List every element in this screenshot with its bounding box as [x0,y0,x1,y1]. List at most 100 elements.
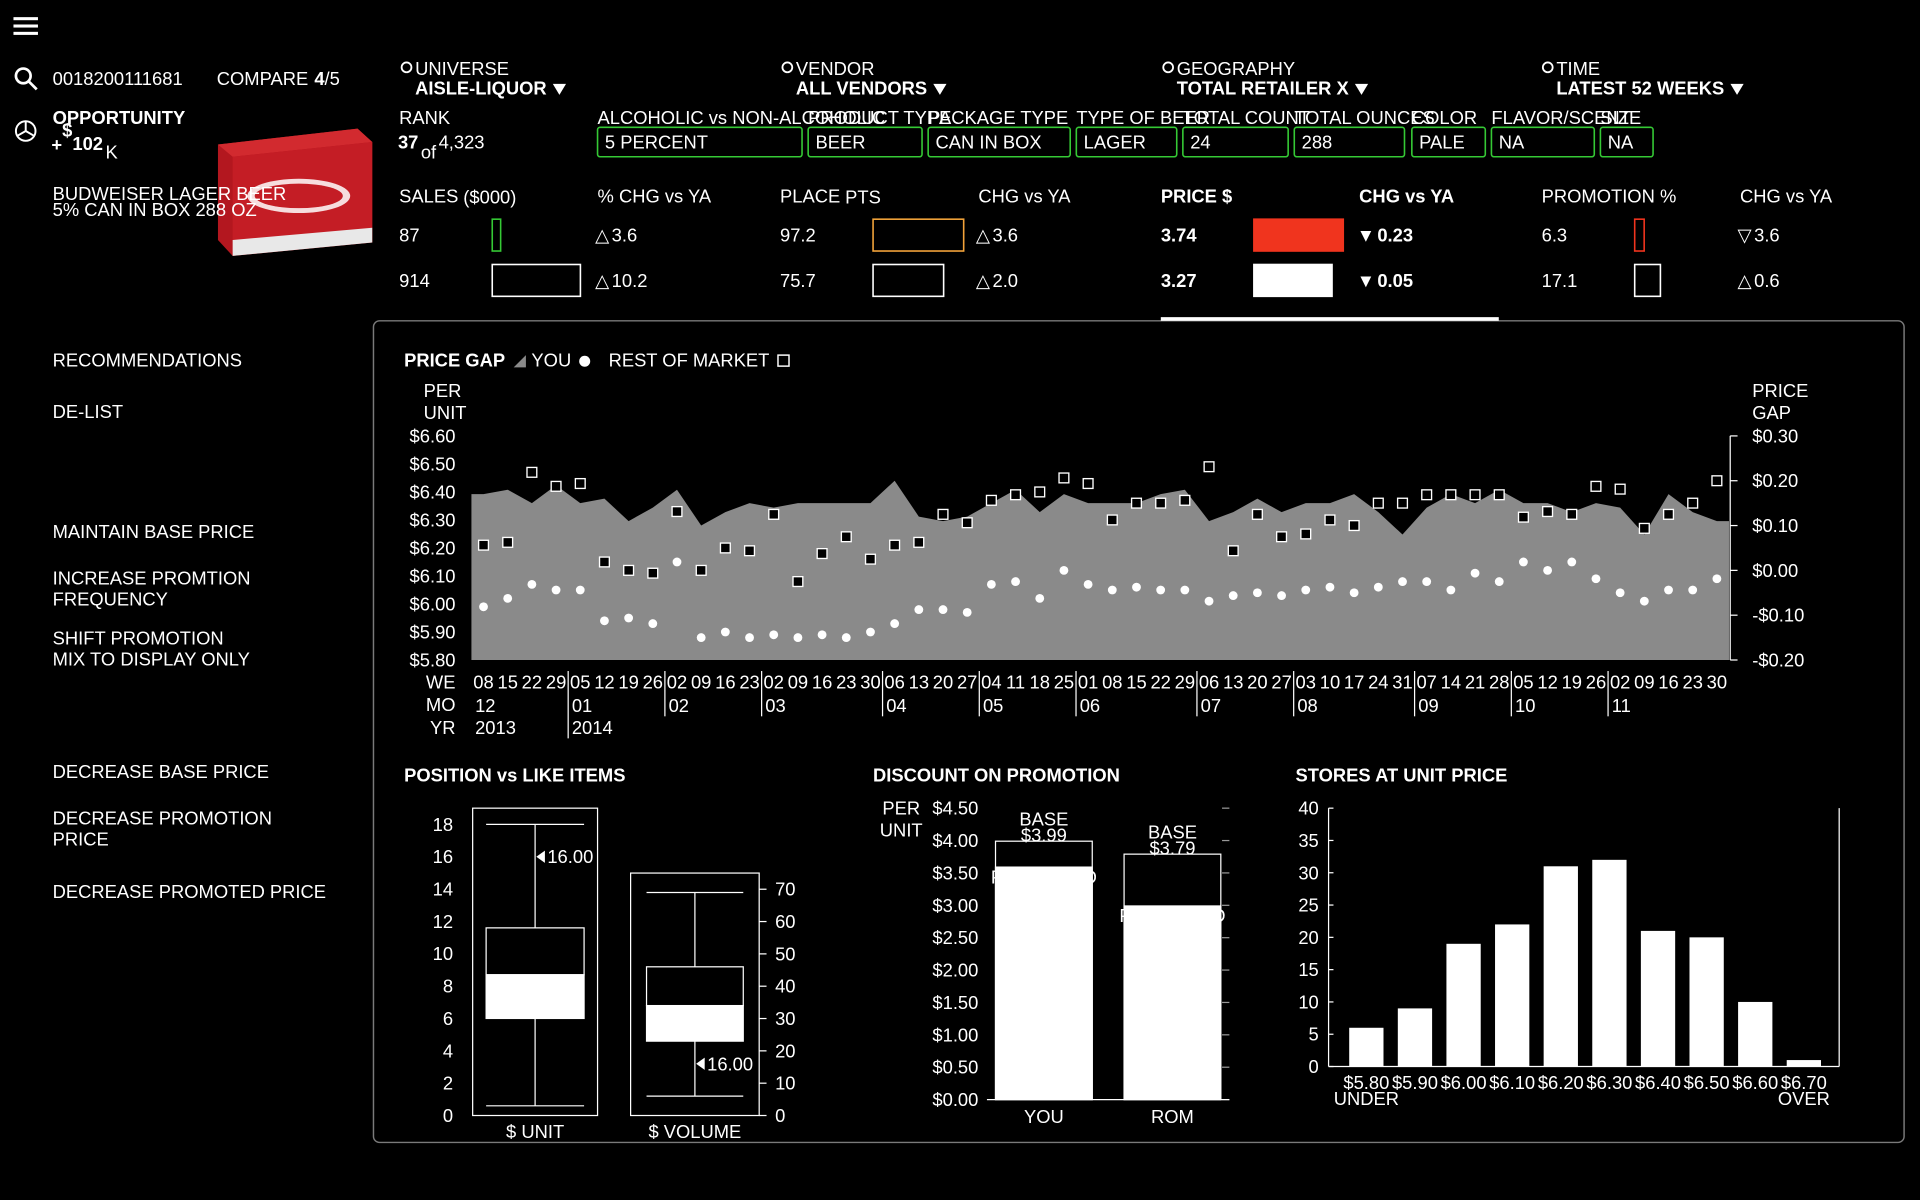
attribute-box[interactable] [1411,126,1487,158]
attribute-value[interactable]: PALE [1419,132,1465,153]
filter-value[interactable]: ALL VENDORS [796,78,927,99]
attribute-box[interactable] [1182,126,1289,158]
marker-label: 16.00 [547,846,593,867]
dropdown-arrow[interactable] [552,83,567,95]
metric-label[interactable]: PROMOTION % [1542,185,1677,206]
recommendation[interactable]: DECREASE PROMOTION [53,807,272,828]
attribute-value[interactable]: 24 [1190,132,1210,153]
recommendation[interactable]: DECREASE BASE PRICE [53,761,269,782]
recommendation[interactable]: DE-LIST [53,401,123,422]
week-label: 20 [933,672,953,693]
you-point [551,585,561,595]
marker-arrow [536,850,545,863]
filter-value[interactable]: TOTAL RETAILER X [1177,78,1350,99]
filter-value[interactable]: LATEST 52 WEEKS [1556,78,1724,99]
filter-label[interactable]: TIME [1556,58,1600,79]
compare-current[interactable]: 4 [314,68,325,89]
market-point [768,508,780,520]
attribute-value[interactable]: NA [1608,132,1634,153]
filter-icon[interactable] [1162,61,1174,74]
metric-label[interactable]: SALES [399,185,458,206]
attribute-box[interactable] [807,126,923,158]
icon-spoke [16,130,27,137]
y-tick-label: $3.50 [932,862,978,883]
attribute-value[interactable]: BEER [816,132,866,153]
y-tick-label: $6.30 [410,509,456,530]
legend-label[interactable]: REST OF MARKET [609,350,770,371]
attribute-value[interactable]: CAN IN BOX [936,132,1042,153]
recommendation[interactable]: MIX TO DISPLAY ONLY [53,648,250,669]
y-tick-label: 12 [433,911,453,932]
y-tick-label: 5 [1309,1024,1319,1045]
week-label: 09 [788,672,808,693]
box-lower [645,1004,744,1042]
menu-icon[interactable] [13,17,38,35]
week-label: 23 [1682,672,1702,693]
filter-icon[interactable] [781,61,794,74]
opportunity-icon[interactable] [14,120,37,142]
filter-icon[interactable] [400,61,413,74]
week-label: 07 [1416,672,1436,693]
legend-label[interactable]: PRICE GAP [404,350,505,371]
compare-total[interactable]: /5 [325,68,340,89]
you-point [793,633,803,643]
product-name: 5% CAN IN BOX 288 OZ [53,199,257,220]
you-point [914,605,924,614]
attribute-value[interactable]: 5 PERCENT [605,132,708,153]
market-point [1034,486,1046,498]
recommendation[interactable]: MAINTAIN BASE PRICE [53,521,255,542]
attribute-value[interactable]: LAGER [1084,132,1146,153]
attribute-box[interactable] [1599,126,1654,158]
dropdown-arrow[interactable] [933,83,947,95]
y-tick-label: $4.00 [932,830,978,851]
attribute-box[interactable] [1293,126,1406,158]
recommendation[interactable]: DECREASE PROMOTED PRICE [53,881,326,902]
attribute-value[interactable]: NA [1499,132,1525,153]
bar [1592,859,1627,1067]
filter-label[interactable]: VENDOR [796,58,875,79]
recommendation[interactable]: FREQUENCY [53,588,168,609]
you-point [1567,557,1577,567]
market-point [1276,531,1288,543]
recommendation[interactable]: SHIFT PROMOTION [53,627,224,648]
market-point [1711,475,1723,487]
week-label: 02 [764,672,784,693]
metric-label[interactable]: PLACE [780,185,840,206]
filter-label[interactable]: GEOGRAPHY [1177,58,1295,79]
filter-label[interactable]: UNIVERSE [415,58,509,79]
you-point [1083,579,1093,589]
box-top [217,128,373,157]
attribute-value[interactable]: 288 [1302,132,1333,153]
market-point [477,539,490,551]
recommendations-title[interactable]: RECOMMENDATIONS [53,350,242,371]
value-label: $2.99 [1149,921,1195,942]
attribute-box[interactable] [1490,126,1596,158]
change-value: 0.6 [1754,270,1780,291]
dropdown-arrow[interactable] [1354,83,1369,95]
market-point [1542,505,1554,518]
attribute-box[interactable] [596,126,803,158]
you-point [1398,577,1407,586]
filter-value[interactable]: AISLE-LIQUOR [415,78,547,99]
compare-label[interactable]: COMPARE [217,68,308,89]
week-label: 30 [860,672,880,693]
legend-swatch [579,355,591,367]
you-point [1180,585,1190,595]
week-label: 19 [618,672,638,693]
y-tick-label: 30 [1298,862,1318,883]
attribute-box[interactable] [927,126,1071,158]
metric-bar [1253,218,1345,252]
recommendation[interactable]: PRICE [53,828,109,849]
filter-icon[interactable] [1541,61,1554,74]
metric-label[interactable]: PRICE $ [1161,185,1232,206]
legend-label[interactable]: YOU [531,350,571,371]
you-point [1132,582,1141,592]
market-point [1590,480,1602,492]
week-label: 25 [1054,672,1074,693]
recommendation[interactable]: INCREASE PROMTION [53,567,251,588]
dropdown-arrow[interactable] [1730,83,1744,95]
search-icon[interactable] [14,67,38,91]
market-point [502,536,514,548]
metric-value: 6.3 [1542,225,1568,246]
attribute-box[interactable] [1075,126,1178,158]
